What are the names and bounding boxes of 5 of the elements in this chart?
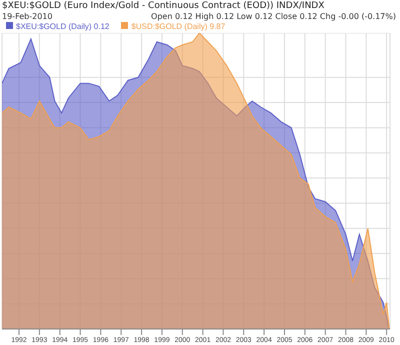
text: Open 0.12 High 0.12 Low 0.12 Close 0.12 Chg -0.00 (-0.17%): [151, 12, 396, 21]
chart-title: $XEU:$GOLD (Euro Index/Gold - Continuous Contract (EOD)) INDX/INDX: [2, 1, 324, 11]
legend-label: $XEU:$GOLD (Daily) 0.12: [15, 22, 110, 32]
chart-subtitle: 19-Feb-2010: [2, 12, 52, 21]
legend-label: $USD:$GOLD (Daily) 9.87: [130, 22, 226, 32]
